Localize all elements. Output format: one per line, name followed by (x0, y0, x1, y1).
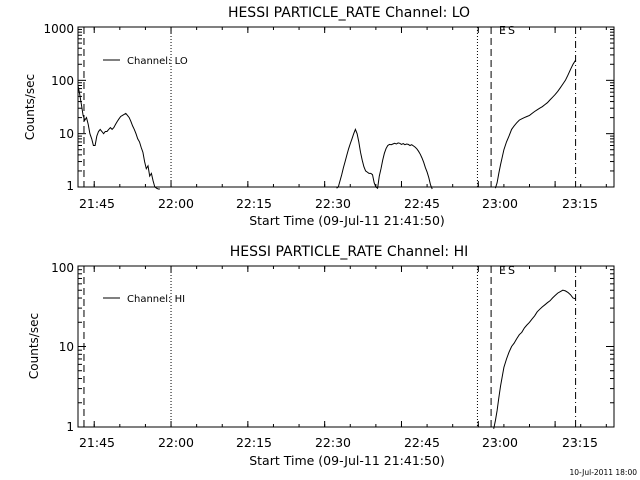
x-tick-label: 22:15 (236, 196, 272, 211)
x-tick-label: 22:00 (158, 435, 194, 450)
x-tick-label: 23:00 (482, 435, 518, 450)
axis-ticks (78, 265, 614, 428)
y-tick-labels: 1 10 100 1000 (43, 22, 74, 193)
x-tick-label: 23:15 (562, 435, 598, 450)
x-tick-label: 22:45 (404, 196, 440, 211)
y-tick-label: 1 (66, 420, 74, 434)
y-tick-label: 100 (51, 74, 74, 88)
y-tick-label: 1000 (43, 22, 74, 36)
series-line (493, 289, 576, 429)
x-tick-labels: 21:45 22:00 22:15 22:30 22:45 23:00 23:1… (79, 435, 598, 450)
x-axis-label: Start Time (09-Jul-11 21:41:50) (249, 453, 445, 468)
axis-ticks (78, 26, 614, 188)
legend-entry: Channel: HI (127, 294, 185, 305)
event-label-e: E (499, 24, 506, 37)
footer-timestamp: 10-Jul-2011 18:00 (569, 468, 637, 477)
chart-panel-hi: HESSI PARTICLE_RATE Channel: HI Counts/s… (27, 244, 615, 468)
event-markers (83, 27, 577, 187)
series-channel-hi (493, 289, 576, 429)
y-tick-label: 10 (59, 340, 74, 354)
legend: Channel: LO (103, 56, 188, 67)
y-tick-label: 10 (59, 127, 74, 141)
y-tick-label: 1 (66, 179, 74, 193)
x-tick-label: 21:45 (79, 196, 115, 211)
x-tick-label: 23:00 (482, 196, 518, 211)
series-line (494, 59, 577, 189)
legend-entry: Channel: LO (127, 56, 188, 67)
series-line (77, 85, 160, 190)
y-axis-label: Counts/sec (23, 74, 37, 140)
y-tick-label: 100 (51, 261, 74, 275)
series-channel-lo (77, 59, 577, 190)
chart-title: HESSI PARTICLE_RATE Channel: HI (230, 244, 468, 260)
x-tick-label: 22:15 (236, 435, 272, 450)
x-tick-label: 22:45 (404, 435, 440, 450)
y-axis-label: Counts/sec (27, 313, 41, 379)
series-line (336, 128, 433, 190)
chart-title: HESSI PARTICLE_RATE Channel: LO (228, 5, 470, 21)
legend: Channel: HI (103, 294, 185, 305)
x-tick-label: 22:30 (315, 435, 351, 450)
y-tick-labels: 1 10 100 (51, 261, 74, 434)
event-label-s: S (508, 264, 515, 277)
chart-panel-lo: HESSI PARTICLE_RATE Channel: LO Counts/s… (23, 5, 615, 228)
x-tick-label: 22:00 (158, 196, 194, 211)
event-label-s: S (508, 24, 515, 37)
plot-frame (77, 26, 615, 188)
x-tick-label: 22:30 (315, 196, 351, 211)
x-axis-label: Start Time (09-Jul-11 21:41:50) (249, 213, 445, 228)
plot-frame (77, 265, 615, 428)
event-markers (83, 266, 577, 427)
event-label-e: E (499, 264, 506, 277)
x-tick-labels: 21:45 22:00 22:15 22:30 22:45 23:00 23:1… (79, 196, 598, 211)
x-tick-label: 23:15 (562, 196, 598, 211)
x-tick-label: 21:45 (79, 435, 115, 450)
